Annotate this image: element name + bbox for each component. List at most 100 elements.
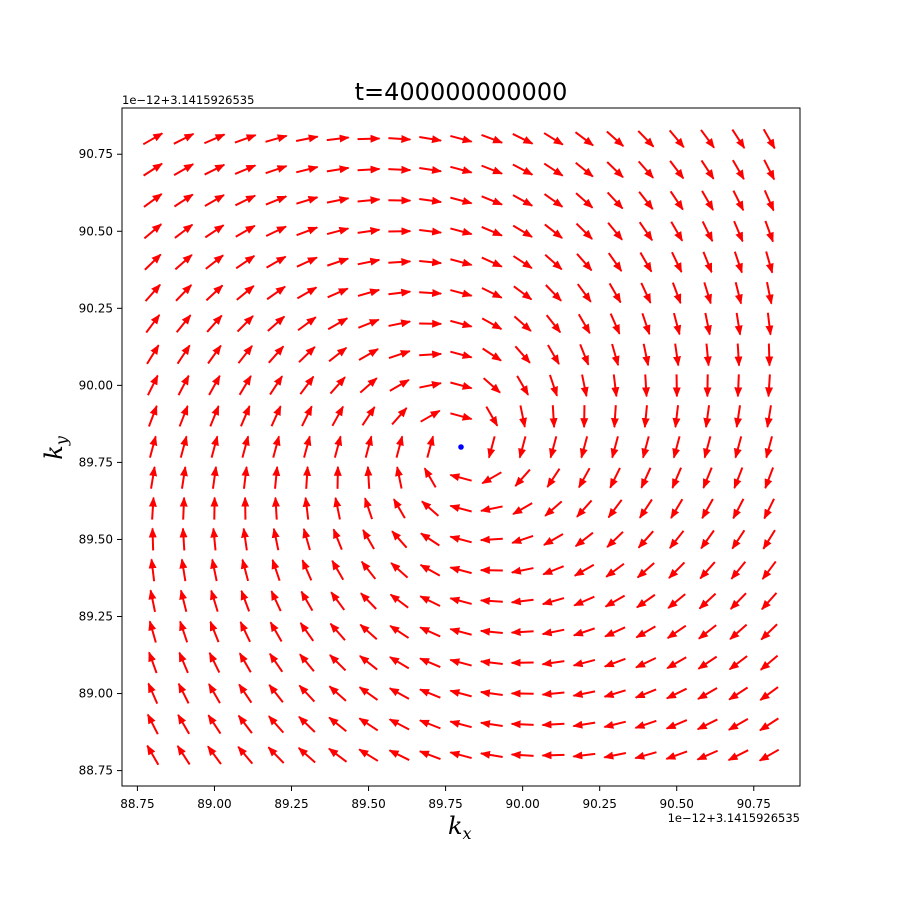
quiver-arrow (576, 283, 592, 303)
y-tick-label: 89.00 (79, 687, 113, 701)
quiver-arrow (635, 625, 656, 639)
quiver-arrow (549, 436, 558, 459)
quiver-arrow (666, 656, 687, 670)
quiver-arrow (357, 196, 381, 205)
quiver-arrow (603, 689, 626, 698)
quiver-arrow (701, 498, 714, 520)
svg-text:ky: ky (40, 435, 71, 460)
quiver-arrow (450, 135, 473, 144)
quiver-arrow (727, 749, 749, 762)
quiver-arrow (733, 220, 744, 243)
quiver-arrow (760, 623, 778, 641)
quiver-arrow (148, 651, 158, 674)
quiver-arrow (665, 719, 688, 730)
quiver-arrow (203, 133, 226, 145)
quiver-arrow (541, 689, 565, 698)
quiver-arrow (265, 225, 287, 237)
quiver-arrow (636, 593, 656, 609)
quiver-arrow (329, 654, 347, 672)
quiver-arrow (607, 252, 623, 272)
quiver-arrow (388, 319, 412, 328)
quiver-arrow (238, 375, 252, 396)
quiver-arrow (640, 467, 652, 489)
quiver-arrow (697, 655, 718, 670)
quiver-arrow (206, 314, 223, 333)
quiver-arrow (298, 346, 316, 363)
quiver-arrow (575, 161, 594, 178)
quiver-arrow (266, 285, 286, 301)
quiver-arrow (729, 592, 747, 610)
quiver-arrow (580, 374, 589, 398)
quiver-arrow (419, 350, 443, 359)
x-offset-label: 1e−12+3.1415926535 (668, 811, 800, 825)
quiver-arrow (269, 652, 284, 673)
quiver-arrow (701, 190, 714, 211)
quiver-arrow (479, 627, 503, 636)
quiver-arrow (764, 220, 774, 243)
quiver-arrow (672, 312, 682, 336)
quiver-arrow (449, 565, 472, 575)
quiver-arrow (606, 161, 624, 179)
quiver-arrow (326, 165, 350, 174)
quiver-arrow (759, 686, 779, 701)
quiver-arrow (604, 626, 626, 638)
quiver-arrow (699, 561, 716, 580)
quiver-arrow (609, 313, 621, 335)
quiver-arrow (176, 745, 191, 765)
quiver-arrow (578, 467, 591, 489)
x-axis: 88.75 89.00 89.25 89.50 89.75 90.00 90.25 90.50… (120, 786, 771, 811)
quiver-arrow (481, 317, 503, 330)
quiver-arrow (636, 562, 655, 579)
quiver-arrow (419, 227, 443, 236)
quiver-arrow (638, 191, 654, 210)
quiver-arrow (696, 749, 719, 761)
quiver-arrow (698, 624, 717, 640)
quiver-arrow (758, 748, 780, 762)
quiver-arrow (634, 719, 657, 729)
quiver-arrow (449, 535, 472, 544)
quiver-arrow (702, 467, 713, 489)
x-tick-label: 90.75 (737, 797, 771, 811)
quiver-arrow (639, 252, 653, 273)
quiver-arrow (541, 659, 565, 667)
quiver-arrow (295, 165, 319, 174)
quiver-arrow (299, 375, 315, 395)
quiver-arrow (607, 499, 623, 519)
quiver-arrow (360, 560, 377, 580)
quiver-arrow (147, 374, 159, 396)
quiver-arrow (671, 282, 682, 305)
quiver-arrow (360, 592, 377, 610)
quiver-arrow (541, 720, 565, 729)
quiver-arrow (734, 312, 743, 336)
quiver-arrow (326, 134, 350, 143)
quiver-arrow (272, 435, 281, 458)
y-tick-label: 89.25 (79, 610, 113, 624)
quiver-arrow (762, 128, 776, 150)
quiver-arrow (544, 254, 563, 271)
quiver-arrow (298, 684, 316, 703)
quiver-arrow (327, 317, 349, 331)
x-tick-label: 90.25 (583, 797, 617, 811)
quiver-arrow (450, 227, 473, 236)
quiver-arrow (513, 285, 533, 301)
quiver-arrow (388, 165, 412, 174)
quiver-arrow (703, 405, 712, 429)
quiver-arrow (698, 592, 717, 610)
quiver-arrow (450, 412, 473, 421)
quiver-arrow (671, 251, 683, 273)
x-axis-label-sub: x (463, 824, 472, 843)
quiver-arrow (672, 405, 681, 429)
quiver-arrow (765, 374, 774, 398)
quiver-arrow (237, 714, 253, 734)
quiver-arrow (666, 624, 687, 639)
quiver-arrow (733, 467, 744, 489)
quiver-arrow (235, 224, 256, 238)
quiver-arrow (573, 595, 595, 607)
quiver-arrow (607, 222, 623, 241)
quiver-arrow (419, 688, 441, 699)
quiver-arrow (420, 532, 440, 547)
quiver-arrow (326, 257, 350, 267)
quiver-arrow (450, 258, 473, 267)
quiver-arrow (389, 593, 409, 609)
